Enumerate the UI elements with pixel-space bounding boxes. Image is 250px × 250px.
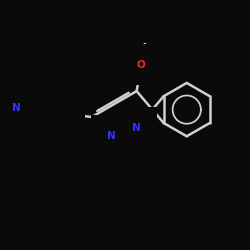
Text: O: O	[137, 60, 145, 70]
Text: N: N	[107, 130, 116, 140]
Text: N: N	[12, 103, 21, 113]
Text: N: N	[132, 123, 141, 133]
